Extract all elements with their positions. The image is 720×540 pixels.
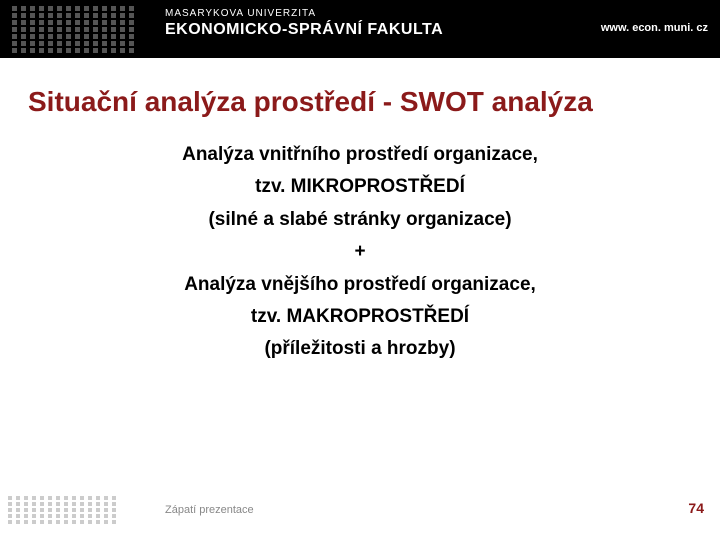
content-line: Analýza vnějšího prostředí organizace,: [0, 270, 720, 300]
content-line: (příležitosti a hrozby): [0, 334, 720, 364]
header-url: www. econ. muni. cz: [601, 22, 708, 34]
footer-text: Zápatí prezentace: [165, 504, 254, 516]
slide-footer: Zápatí prezentace 74: [0, 484, 720, 524]
footer-dot-matrix: [8, 496, 116, 524]
content-line: tzv. MIKROPROSTŘEDÍ: [0, 172, 720, 202]
university-text-block: MASARYKOVA UNIVERZITA EKONOMICKO-SPRÁVNÍ…: [165, 8, 443, 39]
content-line: tzv. MAKROPROSTŘEDÍ: [0, 302, 720, 332]
slide-title: Situační analýza prostředí - SWOT analýz…: [28, 86, 720, 118]
slide-content: Analýza vnitřního prostředí organizace, …: [0, 140, 720, 365]
slide-header: MASARYKOVA UNIVERZITA EKONOMICKO-SPRÁVNÍ…: [0, 0, 720, 58]
university-name: MASARYKOVA UNIVERZITA: [165, 8, 443, 19]
content-line: +: [0, 237, 720, 267]
content-line: (silné a slabé stránky organizace): [0, 205, 720, 235]
logo-dot-matrix: [8, 0, 148, 58]
faculty-name: EKONOMICKO-SPRÁVNÍ FAKULTA: [165, 21, 443, 39]
content-line: Analýza vnitřního prostředí organizace,: [0, 140, 720, 170]
page-number: 74: [688, 500, 704, 516]
